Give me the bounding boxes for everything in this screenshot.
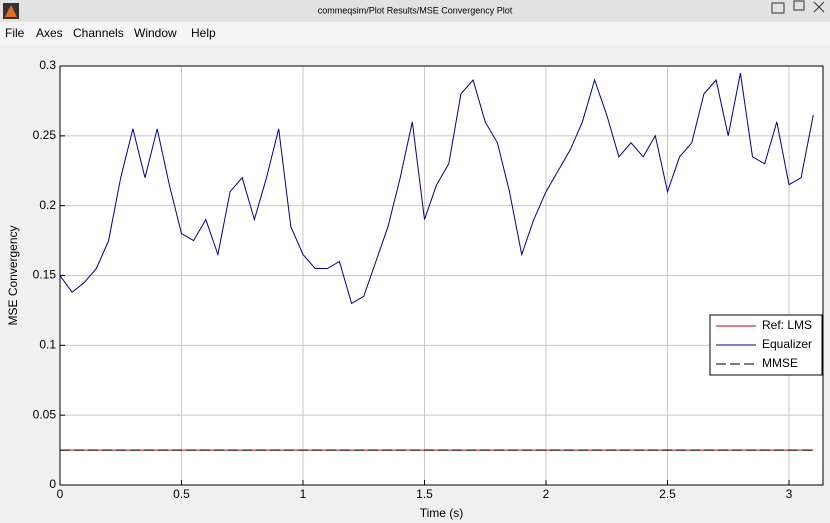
menu-item[interactable]: Axes — [36, 26, 63, 40]
window-title: commeqsim/Plot Results/MSE Convergency P… — [318, 5, 513, 15]
y-tick-label: 0.3 — [39, 58, 56, 72]
minimize-button[interactable] — [771, 2, 785, 14]
y-tick-label: 0.2 — [39, 198, 56, 212]
x-axis-label: Time (s) — [420, 506, 464, 520]
legend-label: Ref: LMS — [762, 318, 812, 332]
menu-item[interactable]: Window — [134, 26, 177, 40]
x-tick-label: 0.5 — [173, 487, 190, 501]
x-tick-label: 1.5 — [416, 487, 433, 501]
close-button[interactable] — [813, 1, 825, 13]
y-tick-label: 0.15 — [33, 268, 57, 282]
title-bar — [0, 0, 830, 22]
x-tick-label: 1 — [300, 487, 307, 501]
y-tick-label: 0 — [49, 477, 56, 491]
x-tick-label: 2.5 — [659, 487, 676, 501]
y-tick-label: 0.05 — [33, 407, 57, 421]
legend-label: MMSE — [762, 356, 798, 370]
y-tick-label: 0.1 — [39, 338, 56, 352]
maximize-button[interactable] — [793, 0, 805, 11]
plot: 0 0.05 0.1 0.15 0.2 0.25 0.3 0 0.5 1 1.5 2 2.5 3 Time … — [6, 58, 824, 520]
menu-item[interactable]: Channels — [73, 26, 124, 40]
y-axis-label: MSE Convergency — [6, 225, 20, 325]
menu-item[interactable]: Help — [191, 26, 216, 40]
y-tick-label: 0.25 — [33, 128, 57, 142]
x-tick-label: 2 — [543, 487, 550, 501]
legend-label: Equalizer — [762, 337, 812, 351]
menu-item[interactable]: File — [5, 26, 25, 40]
x-tick-label: 3 — [786, 487, 793, 501]
menu-bar — [0, 22, 830, 45]
series-line — [59, 72, 814, 305]
app-icon-glyph — [5, 5, 17, 17]
menu-items: File Axes Channels Window Help — [5, 26, 216, 40]
x-tick-label: 0 — [57, 487, 64, 501]
